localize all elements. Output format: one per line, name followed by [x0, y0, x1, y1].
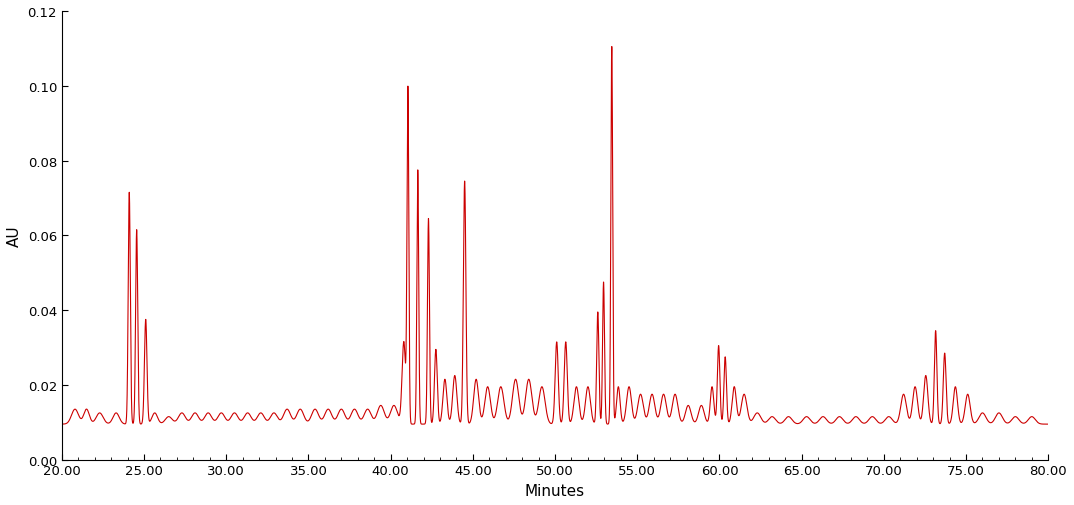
X-axis label: Minutes: Minutes	[525, 483, 585, 498]
Y-axis label: AU: AU	[6, 225, 21, 246]
